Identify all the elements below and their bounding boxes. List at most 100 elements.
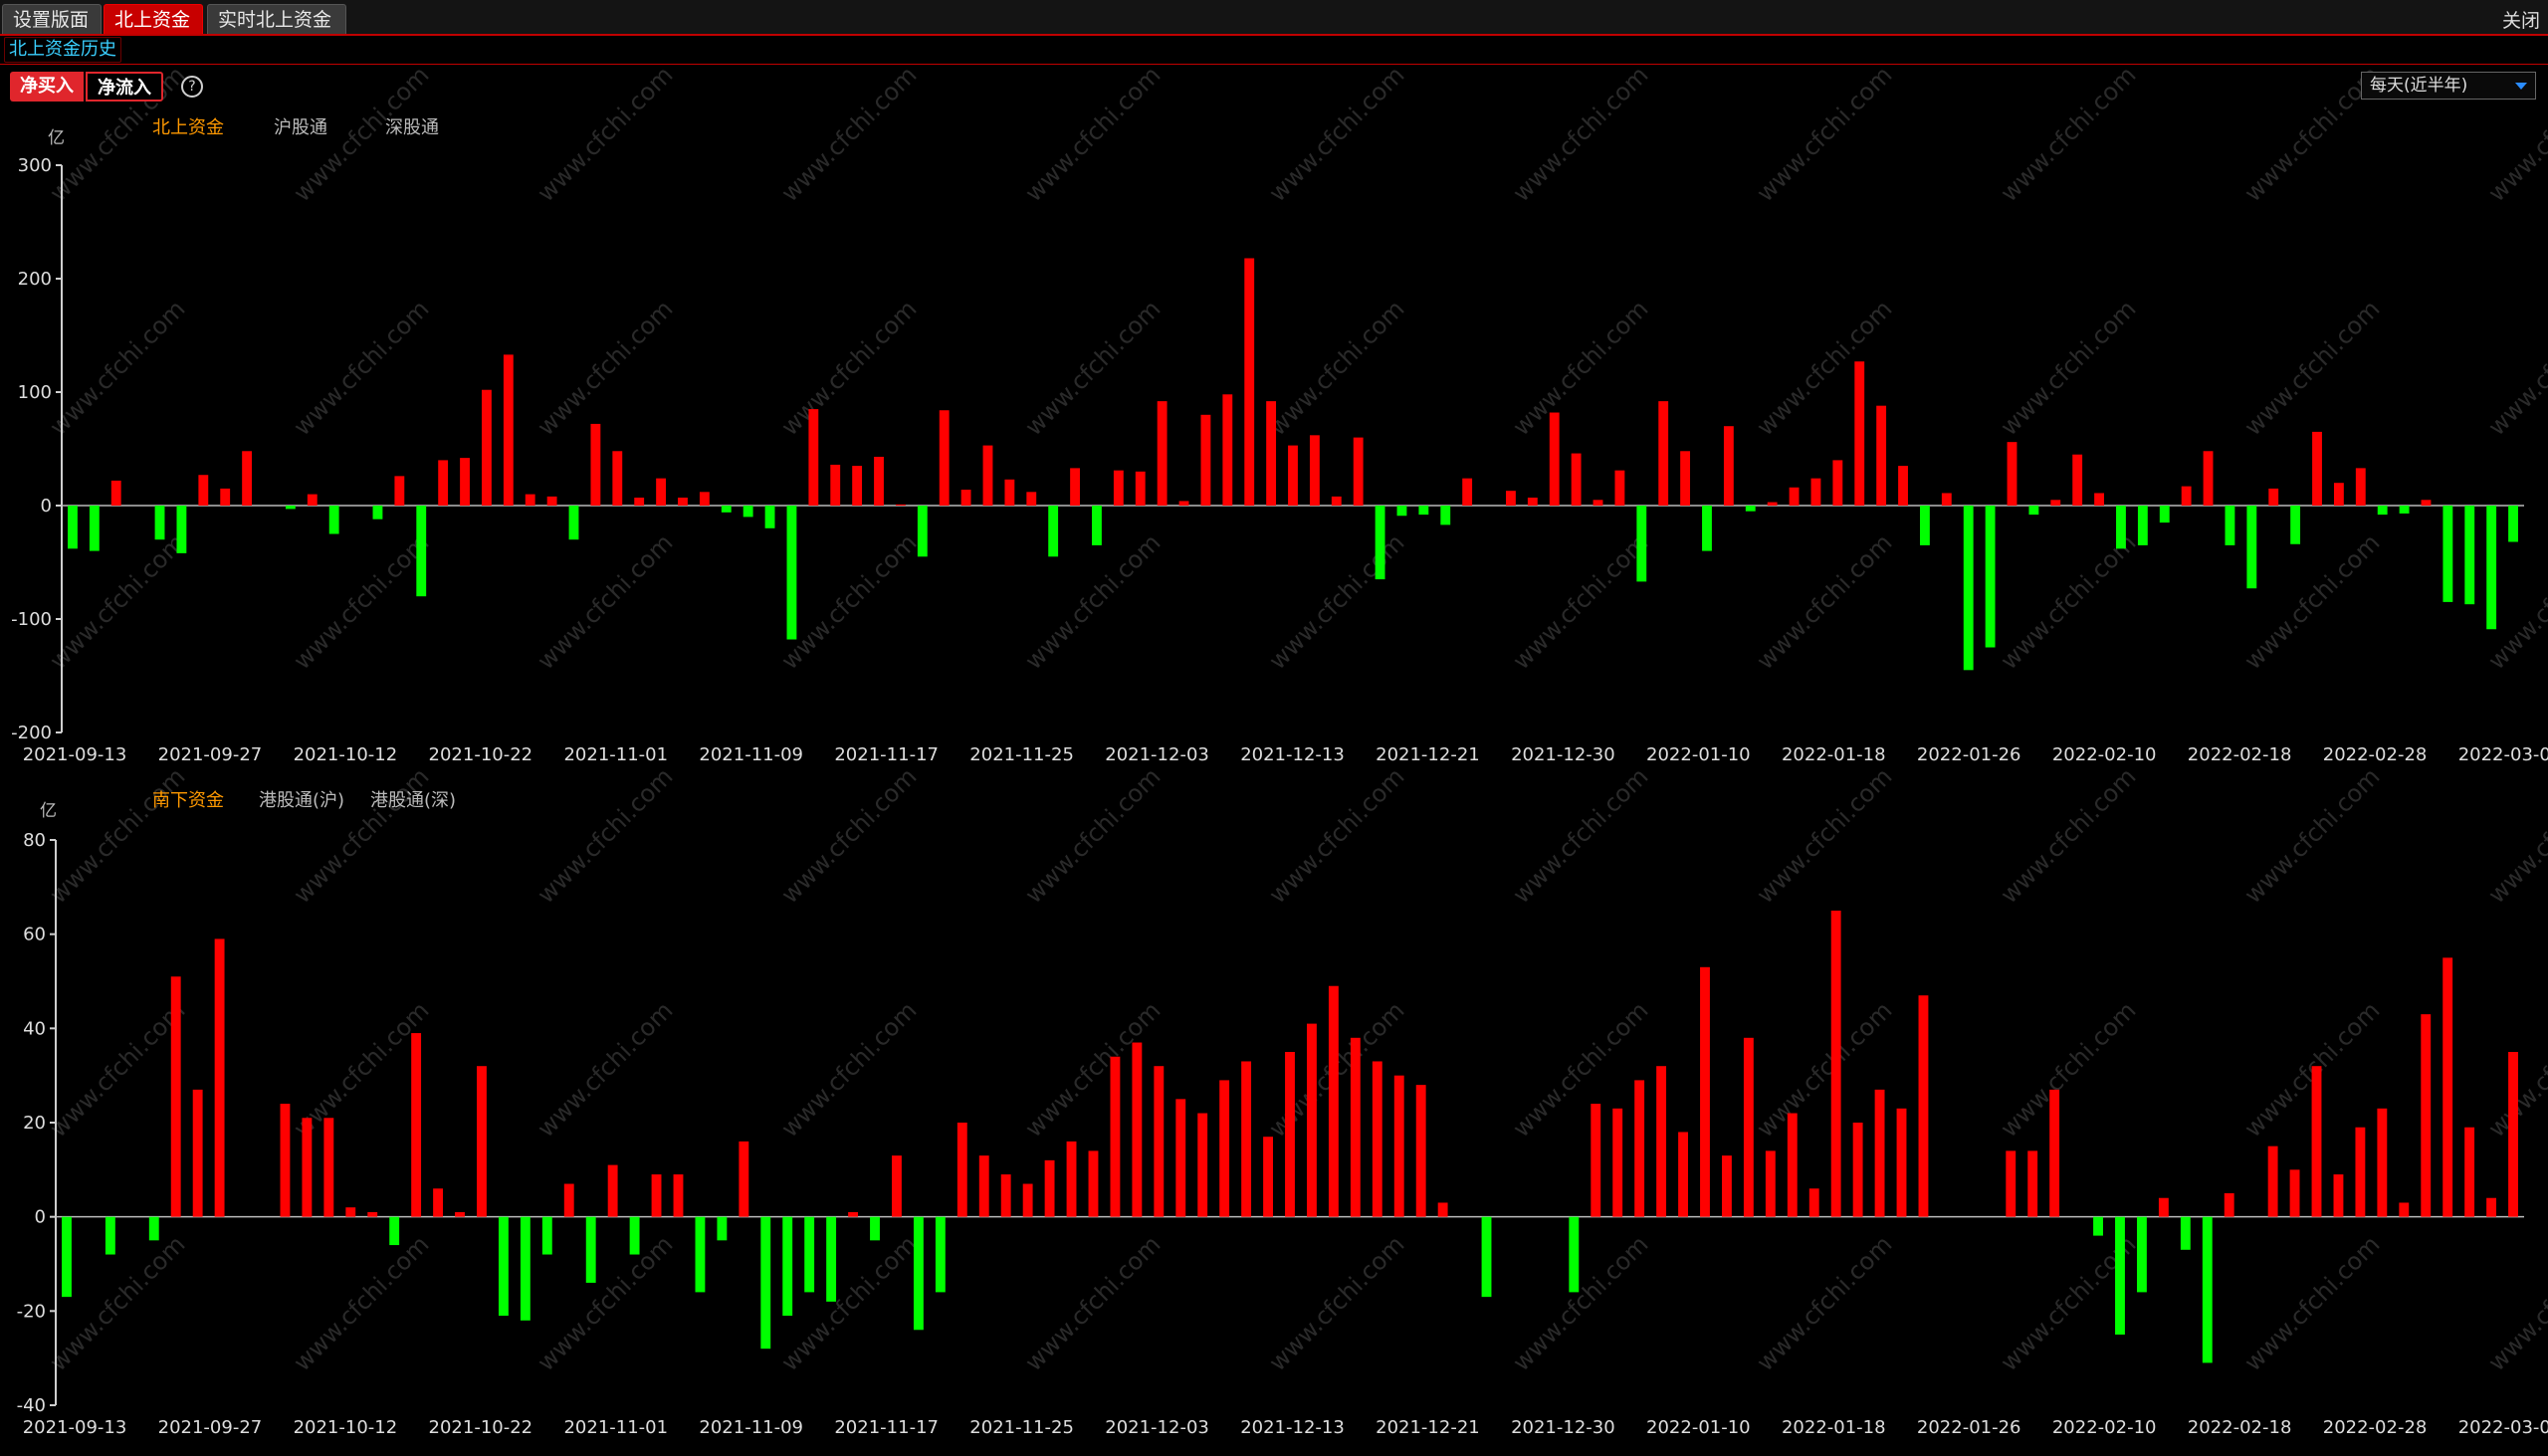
x-tick-label: 2021-10-22 bbox=[429, 744, 533, 765]
y-tick-label: 40 bbox=[23, 1018, 46, 1039]
bar bbox=[1309, 435, 1320, 506]
bar bbox=[1898, 466, 1908, 506]
bar bbox=[1415, 1085, 1426, 1217]
bar bbox=[1157, 401, 1168, 506]
bar bbox=[2311, 1066, 2322, 1217]
bar bbox=[2333, 483, 2344, 506]
legend-northbound[interactable]: 北上资金 bbox=[152, 117, 224, 138]
x-tick-label: 2021-12-30 bbox=[1511, 744, 1615, 765]
net-inflow-toggle[interactable]: 净流入 bbox=[86, 72, 163, 102]
bar bbox=[1285, 1052, 1295, 1217]
bar bbox=[739, 1141, 749, 1217]
bar bbox=[2246, 506, 2257, 589]
legend-sh-connect[interactable]: 沪股通 bbox=[274, 117, 327, 138]
bar bbox=[1437, 1202, 1448, 1217]
bar bbox=[416, 506, 427, 597]
bar bbox=[782, 1216, 793, 1317]
bar bbox=[2006, 1150, 2017, 1217]
bar bbox=[1307, 1023, 1317, 1217]
bar bbox=[1070, 468, 1080, 506]
bar bbox=[2290, 506, 2301, 544]
bar bbox=[2486, 506, 2497, 630]
bar bbox=[956, 1123, 967, 1217]
bar bbox=[1614, 470, 1625, 506]
bar bbox=[2158, 1197, 2169, 1217]
bar bbox=[520, 1216, 531, 1321]
bar bbox=[394, 476, 405, 506]
bar bbox=[2464, 1127, 2475, 1217]
tab-realtime-northbound[interactable]: 实时北上资金 bbox=[207, 4, 346, 34]
bar bbox=[1132, 1042, 1143, 1217]
bar bbox=[1266, 401, 1277, 506]
tab-label: 北上资金 bbox=[114, 9, 191, 31]
bar bbox=[1658, 401, 1669, 506]
legend-hk-connect-sz[interactable]: 港股通(深) bbox=[370, 790, 457, 811]
bar bbox=[2007, 442, 2017, 506]
bar bbox=[2072, 454, 2083, 506]
bar bbox=[307, 494, 318, 506]
sub-header: 北上资金历史 bbox=[0, 36, 2548, 65]
bar bbox=[1612, 1108, 1623, 1217]
bar bbox=[1219, 1080, 1230, 1217]
bar bbox=[1896, 1108, 1907, 1217]
bar bbox=[2137, 506, 2148, 545]
bar bbox=[2442, 957, 2453, 1217]
bar bbox=[1592, 500, 1603, 506]
bar bbox=[1591, 1104, 1601, 1217]
x-tick-label: 2022-02-10 bbox=[2052, 744, 2157, 765]
bar bbox=[1288, 445, 1298, 506]
x-tick-label: 2021-09-27 bbox=[158, 1417, 263, 1438]
bar bbox=[2225, 506, 2235, 545]
x-tick-label: 2021-10-12 bbox=[294, 744, 398, 765]
bar bbox=[525, 494, 535, 506]
y-tick-label: -100 bbox=[11, 609, 52, 630]
bar bbox=[154, 506, 165, 540]
x-tick-label: 2021-11-09 bbox=[699, 1417, 803, 1438]
bar bbox=[563, 1183, 574, 1217]
bar bbox=[148, 1216, 159, 1241]
bar bbox=[455, 1211, 465, 1217]
bar bbox=[1549, 412, 1560, 506]
question-circle-icon[interactable]: ? bbox=[181, 76, 203, 98]
bar bbox=[852, 466, 863, 506]
x-tick-label: 2021-11-01 bbox=[563, 1417, 668, 1438]
legend-southbound[interactable]: 南下资金 bbox=[152, 790, 224, 811]
bar bbox=[1244, 258, 1255, 506]
y-tick-label: 0 bbox=[35, 1207, 46, 1228]
x-tick-label: 2021-09-13 bbox=[23, 744, 127, 765]
bar bbox=[1044, 1159, 1055, 1217]
period-select[interactable]: 每天(近半年) bbox=[2361, 72, 2536, 100]
bar bbox=[1723, 426, 1734, 506]
bar bbox=[411, 1033, 422, 1217]
bar bbox=[612, 451, 623, 506]
x-tick-label: 2021-12-21 bbox=[1376, 744, 1480, 765]
bar bbox=[1941, 493, 1952, 506]
x-tick-label: 2021-12-21 bbox=[1376, 1417, 1480, 1438]
bar bbox=[2268, 488, 2279, 506]
bar bbox=[438, 460, 449, 506]
bar bbox=[2377, 1108, 2388, 1217]
bar bbox=[170, 976, 181, 1217]
legend-sz-connect[interactable]: 深股通 bbox=[385, 117, 439, 138]
close-button[interactable]: 关闭 bbox=[2501, 10, 2540, 32]
x-tick-label: 2021-12-03 bbox=[1105, 1417, 1209, 1438]
tab-northbound[interactable]: 北上资金 bbox=[104, 4, 203, 34]
bar bbox=[2093, 1216, 2103, 1236]
tab-layout-settings[interactable]: 设置版面 bbox=[2, 4, 102, 34]
bar bbox=[651, 1174, 662, 1217]
bar bbox=[1175, 1099, 1186, 1217]
net-buy-toggle[interactable]: 净买入 bbox=[10, 72, 84, 102]
bar bbox=[2115, 1216, 2125, 1335]
page-title: 北上资金历史 bbox=[4, 37, 121, 63]
bar bbox=[1197, 1113, 1208, 1217]
bar bbox=[960, 490, 971, 506]
x-tick-label: 2021-09-27 bbox=[158, 744, 263, 765]
bar bbox=[673, 1174, 684, 1217]
bar bbox=[192, 1089, 203, 1217]
bar bbox=[695, 1216, 706, 1293]
bar bbox=[1985, 506, 1996, 648]
bar bbox=[1481, 1216, 1492, 1298]
y-tick-label: 0 bbox=[41, 496, 52, 517]
legend-hk-connect-sh[interactable]: 港股通(沪) bbox=[259, 790, 345, 811]
